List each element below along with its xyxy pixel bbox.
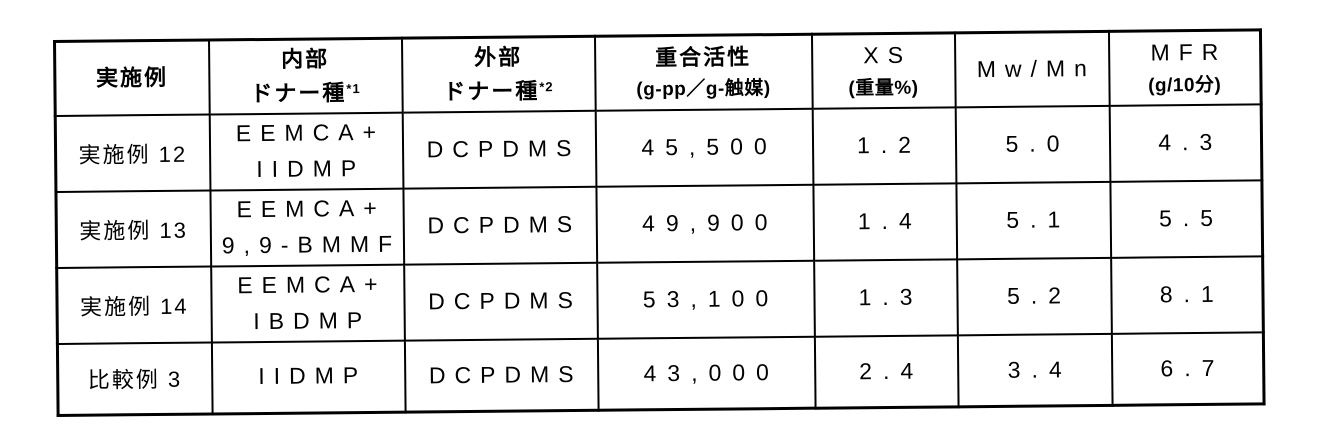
header-mfr: MFR (g/10分) [1108, 29, 1262, 106]
cell-internal-donor: EEMCA+ 9,9-BMMF [209, 188, 404, 266]
header-external-donor-line1: 外部 [474, 44, 523, 70]
cell-example: 実施例 12 [55, 114, 210, 192]
cell-mfr: 5.5 [1109, 179, 1263, 258]
table-row-example14: 実施例 14 EEMCA+ IBDMP DCPDMS 53,100 1.3 5.… [56, 255, 1264, 344]
table-row-example13: 実施例 13 EEMCA+ 9,9-BMMF DCPDMS 49,900 1.4… [55, 179, 1263, 268]
internal-donor-line2: 9,9-BMMF [221, 230, 402, 258]
internal-donor-line2: IBDMP [253, 306, 372, 334]
internal-donor-line1: EEMCA+ [235, 118, 386, 147]
header-activity-label: 重合活性 [655, 44, 752, 71]
internal-donor-line1: EEMCA+ [237, 270, 387, 299]
cell-internal-donor: EEMCA+ IBDMP [210, 264, 405, 342]
header-external-donor: 外部 ドナー種*2 [401, 36, 596, 113]
cell-activity: 53,100 [596, 260, 815, 339]
table-row-comparative3: 比較例 3 IIDMP DCPDMS 43,000 2.4 3.4 6.7 [57, 331, 1265, 416]
header-external-donor-text: ドナー種 [443, 78, 540, 105]
cell-example: 比較例 3 [57, 341, 213, 416]
footnote-marker-1: *1 [346, 80, 361, 96]
cell-activity: 49,900 [595, 184, 814, 263]
header-activity: 重合活性 (g-pp／g-触媒) [594, 34, 813, 111]
table-row-example12: 実施例 12 EEMCA+ IIDMP DCPDMS 45,500 1.2 5.… [55, 103, 1262, 192]
internal-donor-line1: EEMCA+ [236, 194, 386, 223]
header-xs: XS (重量%) [811, 32, 956, 109]
internal-donor-line2: IIDMP [256, 154, 366, 182]
internal-donor-line1: IIDMP [258, 362, 368, 390]
patent-results-table: 実施例 内部 ドナー種*1 外部 ドナー種*2 重合活性 (g-pp／g-触媒)… [53, 28, 1266, 417]
header-internal-donor-text: ドナー種 [250, 79, 347, 106]
cell-mw-mn: 5.1 [955, 181, 1111, 259]
cell-external-donor: DCPDMS [402, 110, 596, 189]
header-internal-donor-line2: ドナー種*1 [210, 75, 401, 111]
cell-mw-mn: 3.4 [957, 333, 1113, 407]
cell-mfr: 4.3 [1109, 103, 1262, 182]
header-mfr-units: (g/10分) [1148, 74, 1222, 97]
cell-internal-donor: IIDMP [211, 340, 406, 414]
header-xs-units: (重量%) [848, 77, 919, 100]
cell-xs: 2.4 [814, 334, 959, 409]
header-mfr-label: MFR [1150, 38, 1228, 66]
cell-example: 実施例 14 [56, 265, 212, 344]
header-internal-donor: 内部 ドナー種*1 [208, 38, 403, 115]
header-internal-donor-line1: 内部 [281, 46, 330, 72]
cell-mw-mn: 5.2 [956, 257, 1112, 335]
cell-external-donor: DCPDMS [403, 262, 598, 341]
header-external-donor-line2: ドナー種*2 [403, 74, 594, 110]
cell-internal-donor: EEMCA+ IIDMP [209, 112, 403, 191]
cell-xs: 1.4 [812, 182, 957, 261]
cell-activity: 45,500 [595, 108, 813, 187]
cell-mw-mn: 5.0 [955, 105, 1110, 183]
patent-results-table-wrap: 実施例 内部 ドナー種*1 外部 ドナー種*2 重合活性 (g-pp／g-触媒)… [53, 28, 1266, 417]
cell-external-donor: DCPDMS [402, 186, 597, 265]
header-example: 実施例 [54, 40, 210, 116]
header-row: 実施例 内部 ドナー種*1 外部 ドナー種*2 重合活性 (g-pp／g-触媒)… [54, 29, 1262, 116]
cell-mfr: 8.1 [1110, 255, 1264, 334]
cell-activity: 43,000 [597, 336, 816, 411]
cell-example: 実施例 13 [55, 190, 211, 268]
header-mw-mn: Mw/Mn [954, 31, 1110, 107]
header-xs-label: XS [863, 41, 913, 69]
header-mw-mn-label: Mw/Mn [976, 54, 1097, 83]
footnote-marker-2: *2 [539, 78, 554, 95]
header-example-label: 実施例 [95, 64, 169, 91]
header-activity-units: (g-pp／g-触媒) [636, 78, 771, 101]
cell-external-donor: DCPDMS [404, 338, 599, 413]
cell-mfr: 6.7 [1111, 331, 1265, 406]
cell-xs: 1.3 [813, 258, 958, 337]
cell-xs: 1.2 [812, 106, 956, 185]
